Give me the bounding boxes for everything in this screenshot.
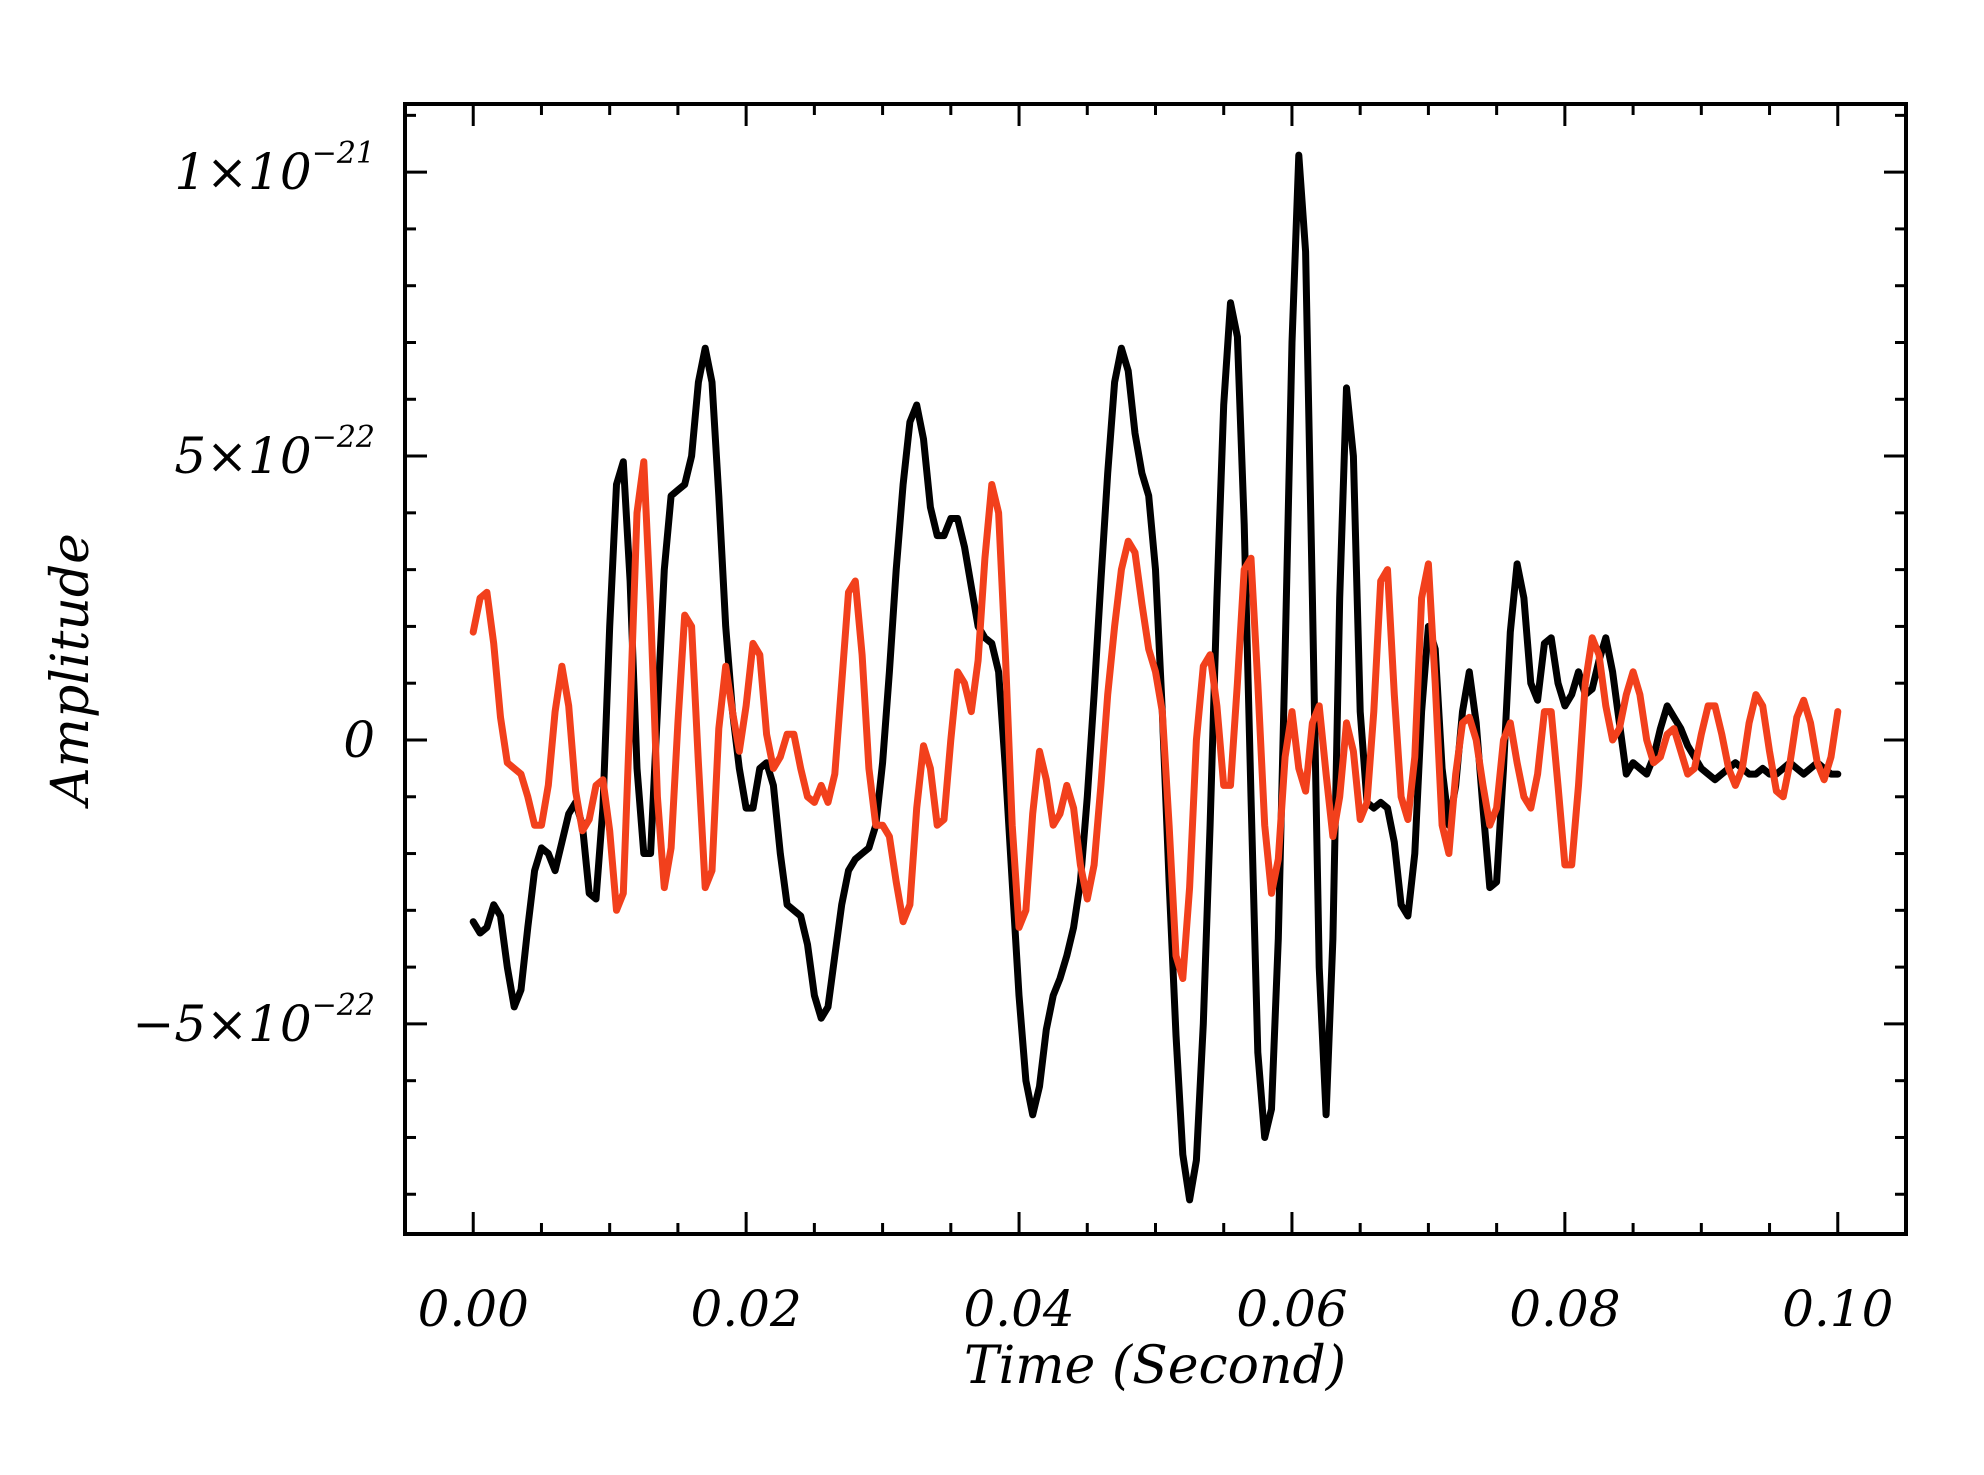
x-tick-label: 0.06 (1236, 1280, 1347, 1338)
y-tick-label: 0 (343, 711, 375, 769)
tick-labels-layer: 0.00 0.02 0.04 0.06 0.08 0.10 −5×10−22 0 5×10−22… (132, 136, 1893, 1338)
x-axis-title: Time (Second) (964, 1336, 1346, 1396)
y-tick-label: −5×10−22 (132, 988, 375, 1053)
series-line-2 (469, 458, 1842, 982)
x-tick-label: 0.00 (418, 1280, 529, 1338)
y-axis-title: Amplitude (41, 533, 101, 809)
x-tick-label: 0.02 (690, 1280, 801, 1338)
series-layer (469, 151, 1842, 1204)
x-tick-label: 0.10 (1782, 1280, 1893, 1338)
x-tick-label: 0.04 (963, 1280, 1074, 1338)
ticks-layer (403, 104, 1908, 1234)
y-tick-label: 1×10−21 (174, 136, 375, 201)
y-tick-label: 5×10−22 (174, 420, 375, 485)
x-tick-label: 0.08 (1509, 1280, 1620, 1338)
series-line-1 (469, 151, 1842, 1204)
